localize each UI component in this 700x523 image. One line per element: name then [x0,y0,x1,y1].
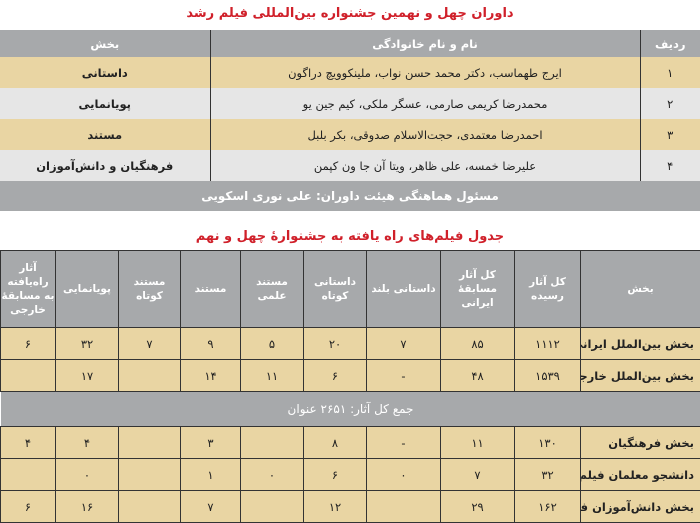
films-row: بخش بین‌الملل ایرانی ۱۱۱۲ ۸۵ ۷ ۲۰ ۵ ۹ ۷ ۳۲ ۶ [0,327,700,360]
judge-names: علیرضا خمسه، علی ظاهر، ویتا آن جا ون کپم… [209,150,640,181]
films-value-cell: ۱۵۳۹ [514,359,581,392]
judge-section: فرهنگیان و دانش‌آموزان [36,158,174,173]
films-value-cell: ۱۱ [240,359,304,392]
films-value-cell: ۱۶۲ [514,490,581,523]
films-value-cell [118,490,181,523]
films-value-cell: - [366,359,441,392]
coordinator-text: مسئول هماهنگی هیئت داوران: علی نوری اسکو… [0,181,700,211]
films-header-cell: داستانی بلند [366,250,441,328]
films-header-cell: کل آثار رسیده [514,250,581,328]
films-section-name: بخش بین‌الملل خارجی [580,359,700,392]
films-value-cell: ۶ [303,458,367,491]
films-header-cell: بخش [580,250,700,328]
films-value-cell: ۷ [366,327,441,360]
films-value-cell: ۰ [55,458,119,491]
films-value-cell [118,359,181,392]
row-number: ۳ [639,119,700,150]
films-value-cell: ۷ [440,458,515,491]
films-value-cell: ۰ [240,458,304,491]
films-value-cell: ۲۹ [440,490,515,523]
judge-row: ۲ محمدرضا کریمی صارمی، عسگر ملکی، کیم جین… [0,88,700,119]
films-value-cell: ۴۸ [440,359,515,392]
films-value-cell: ۱۶ [55,490,119,523]
judge-row: ۴ علیرضا خمسه، علی ظاهر، ویتا آن جا ون کپ… [0,150,700,181]
films-section-name: دانشجو معلمان فیلم‌ساز [580,458,700,491]
judge-section: داستانی [81,65,128,80]
films-value-cell [118,458,181,491]
films-header-cell: مستند کوتاه [118,250,181,328]
row-number: ۴ [639,150,700,181]
judge-names: محمدرضا کریمی صارمی، عسگر ملکی، کیم جین … [209,88,640,119]
films-value-cell: ۶ [0,327,56,360]
films-value-cell [366,490,441,523]
films-header-cell: پویانمایی [55,250,119,328]
films-header-cell: داستانی کوتاه [303,250,367,328]
films-value-cell: ۱۱۱۲ [514,327,581,360]
films-value-cell: ۷ [118,327,181,360]
total-row: جمع کل آثار: ۲۶۵۱ عنوان [0,391,700,427]
films-value-cell: ۵ [240,327,304,360]
films-value-cell [240,426,304,459]
films-value-cell: ۴ [55,426,119,459]
header-section: بخش [0,30,210,57]
total-text: جمع کل آثار: ۲۶۵۱ عنوان [0,391,700,427]
header-names: نام و نام خانوادگی [209,30,640,57]
row-number: ۲ [639,88,700,119]
films-value-cell: ۱۴ [180,359,241,392]
films-value-cell: ۱۳۰ [514,426,581,459]
judge-names: ایرج طهماسب، دکتر محمد حسن نواب، ملینکوو… [209,57,640,88]
films-value-cell: - [366,426,441,459]
films-value-cell: ۱۲ [303,490,367,523]
judge-names: احمدرضا معتمدی، حجت‌الاسلام صدوقی، بکر ب… [209,119,640,150]
films-value-cell: ۰ [366,458,441,491]
judge-section: پویانمایی [78,96,131,111]
films-value-cell [118,426,181,459]
films-section-name: بخش دانش‌آموزان فیلم‌ساز [580,490,700,523]
judges-table: ردیف نام و نام خانوادگی بخش ۱ ایرج طهماسب… [0,30,700,211]
films-row: دانشجو معلمان فیلم‌ساز۳۲۷۰۶۰۱۰ [0,458,700,491]
films-value-cell: ۱۱ [440,426,515,459]
films-header-cell: کل آثار مسابقهٔ ایرانی [440,250,515,328]
films-value-cell: ۳۲ [514,458,581,491]
films-value-cell [0,458,56,491]
films-value-cell: ۷ [180,490,241,523]
films-value-cell [0,359,56,392]
judges-title: داوران چهل و نهمین جشنواره بین‌المللی فی… [186,6,514,21]
films-value-cell: ۶ [0,490,56,523]
judges-header-row: ردیف نام و نام خانوادگی بخش [0,30,700,57]
films-value-cell [240,490,304,523]
films-value-cell: ۳ [180,426,241,459]
films-value-cell: ۱ [180,458,241,491]
films-table: بخش کل آثار رسیده کل آثار مسابقهٔ ایرانی دا… [0,250,700,523]
films-value-cell: ۹ [180,327,241,360]
films-row: بخش فرهنگیان ۱۳۰ ۱۱-۸ ۳ ۴ ۴ [0,426,700,459]
films-row: بخش دانش‌آموزان فیلم‌ساز۱۶۲۲۹ ۱۲ ۷ ۱۶۶ [0,490,700,523]
row-number: ۱ [639,57,700,88]
header-row-number: ردیف [639,30,700,57]
films-section-name: بخش بین‌الملل ایرانی [580,327,700,360]
films-value-cell: ۸۵ [440,327,515,360]
films-value-cell: ۴ [0,426,56,459]
films-header-cell: مستند علمی [240,250,304,328]
films-section-name: بخش فرهنگیان [580,426,700,459]
films-value-cell: ۸ [303,426,367,459]
films-header-cell: آثار راه‌یافته به مسابقهٔ خارجی [0,250,56,328]
films-header-cell: مستند [180,250,241,328]
films-header-row: بخش کل آثار رسیده کل آثار مسابقهٔ ایرانی دا… [0,250,700,328]
films-value-cell: ۶ [303,359,367,392]
judge-row: ۱ ایرج طهماسب، دکتر محمد حسن نواب، ملینکو… [0,57,700,88]
films-value-cell: ۳۲ [55,327,119,360]
films-value-cell: ۲۰ [303,327,367,360]
films-title: جدول فیلم‌های راه یافته به جشنوارهٔ چهل … [195,229,505,244]
films-value-cell: ۱۷ [55,359,119,392]
judge-section: مستند [87,127,123,142]
coordinator-row: مسئول هماهنگی هیئت داوران: علی نوری اسکو… [0,181,700,211]
judge-row: ۳ احمدرضا معتمدی، حجت‌الاسلام صدوقی، بکر … [0,119,700,150]
